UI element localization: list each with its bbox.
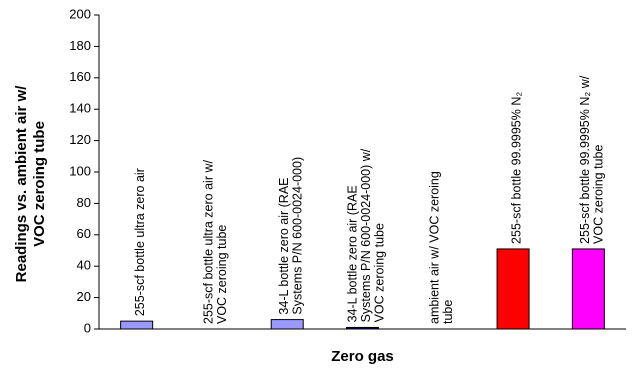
bar xyxy=(571,248,605,330)
y-tick-label: 200 xyxy=(69,6,91,21)
category-label-line: 255-scf bottle 99.9995% N₂ w/ xyxy=(578,75,592,244)
y-axis-ticks: 0 20 40 60 80 100 120 140 160 180 200 xyxy=(69,6,99,335)
y-tick-label: 140 xyxy=(69,101,91,116)
x-axis-title: Zero gas xyxy=(331,348,394,365)
axes xyxy=(98,15,626,330)
y-tick-label: 180 xyxy=(69,38,91,53)
y-axis-title-line: VOC zeroing tube xyxy=(31,121,48,247)
y-tick-label: 160 xyxy=(69,69,91,84)
category-label-line: tube xyxy=(441,300,455,324)
category-label-line: VOC zeroing tube xyxy=(372,223,386,322)
category-label-line: ambient air w/ VOC zeroing xyxy=(427,171,441,324)
y-tick-label: 120 xyxy=(69,132,91,147)
bar xyxy=(120,320,154,330)
category-label-line: VOC zeroing tube xyxy=(591,145,605,244)
y-tick-label: 80 xyxy=(77,195,91,210)
y-axis-title-line: Readings vs. ambient air w/ xyxy=(13,85,30,283)
y-tick-label: 40 xyxy=(77,258,91,273)
category-label-line: Systems P/N 600-0024-000) w/ xyxy=(359,148,373,322)
category-label-line: 255-scf bottle 99.9995% N₂ xyxy=(509,92,523,244)
y-tick-label: 100 xyxy=(69,163,91,178)
bar xyxy=(270,319,304,330)
y-tick-label: 20 xyxy=(77,289,91,304)
category-label-line: 255-scf bottle ultra zero air w/ xyxy=(201,160,215,324)
category-labels: 255-scf bottle ultra zero air 255-scf bot… xyxy=(133,75,605,324)
bar xyxy=(496,248,530,330)
category-label-line: 34-L bottle zero air (RAE xyxy=(345,185,359,322)
y-tick-label: 0 xyxy=(84,320,91,335)
y-axis-title: Readings vs. ambient air w/VOC zeroing t… xyxy=(13,85,48,283)
category-label-line: 255-scf bottle ultra zero air xyxy=(133,168,147,316)
y-tick-label: 60 xyxy=(77,226,91,241)
category-label-line: 34-L bottle zero air (RAE xyxy=(277,177,291,314)
category-label-line: Systems P/N 600-0024-000) xyxy=(290,157,304,315)
category-label-line: VOC zeroing tube xyxy=(215,225,229,324)
